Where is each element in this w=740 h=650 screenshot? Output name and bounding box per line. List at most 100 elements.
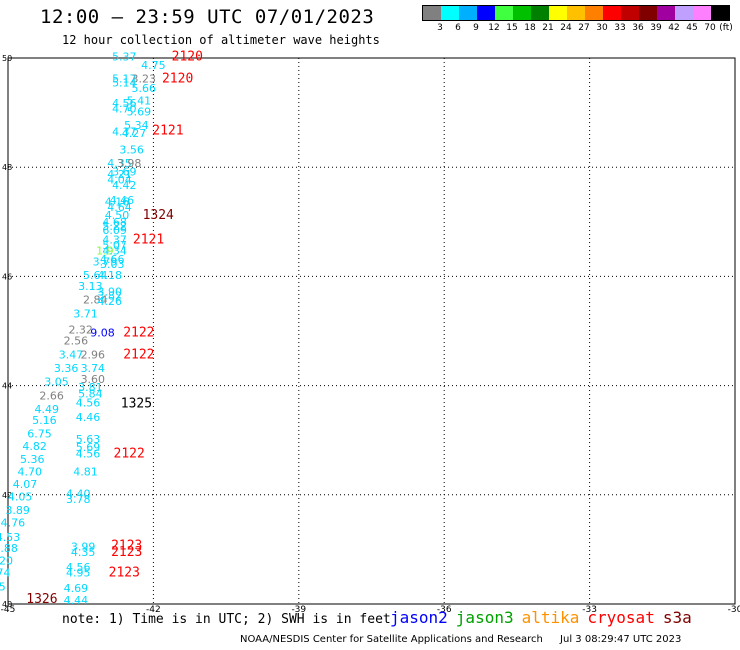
wave-height-value: 5.69	[76, 441, 101, 454]
wave-height-value: 5.64	[83, 269, 108, 282]
legend-tick-label: 39	[650, 23, 662, 33]
pass-number-label: 2122	[114, 447, 145, 462]
legend-tick-label: 12	[488, 23, 500, 33]
legend-tick-label: 27	[578, 23, 590, 33]
lon-tick-label: -33	[582, 605, 597, 615]
map-frame	[7, 57, 736, 605]
wave-height-value: 4.49	[35, 403, 60, 416]
wave-height-value: 4.16	[105, 195, 130, 208]
legend-swatch	[549, 6, 567, 20]
legend-tick-label: 15	[506, 23, 518, 33]
legend-tick-label: 42	[668, 23, 680, 33]
lon-tick-label: -45	[1, 605, 16, 615]
legend-units: (ft)	[719, 23, 733, 33]
wave-height-value: 4.40	[66, 488, 91, 501]
lon-tick-label: -42	[146, 605, 161, 615]
legend-tick-label: 24	[560, 23, 572, 33]
wave-height-value: 4.42	[112, 179, 137, 192]
wave-height-value: 9.08	[90, 326, 115, 339]
wave-height-value: 3.99	[71, 540, 96, 553]
wave-height-value: 2.84	[83, 294, 108, 307]
wave-height-value: 5.37	[112, 51, 137, 64]
pass-number-label: 2122	[123, 325, 154, 340]
legend-swatch	[459, 6, 477, 20]
pass-number-label: 2122	[123, 347, 154, 362]
wave-height-value: 4.43	[0, 593, 1, 606]
wave-height-value: 5.63	[76, 433, 101, 446]
legend-tick-label: 6	[455, 23, 461, 33]
wave-height-value: 4.35	[107, 157, 132, 170]
pass-number-label: 1324	[143, 208, 174, 223]
pass-number-label: 2120	[172, 50, 203, 65]
pass-number-label: 1325	[121, 396, 152, 411]
wave-height-value: 4.37	[112, 126, 137, 139]
wave-height-value: 3.90	[98, 286, 123, 299]
satellite-altika: altika	[521, 608, 580, 627]
map-title: 12:00 – 23:59 UTC 07/01/2023	[40, 6, 375, 28]
wave-height-value: 3.03	[100, 258, 125, 271]
wave-height-value: 5.16	[32, 414, 57, 427]
wave-height-value: 4.46	[76, 411, 101, 424]
legend-tick-label: 45	[686, 23, 698, 33]
wave-height-value: 5.41	[127, 94, 152, 107]
pass-number-label: 2121	[152, 123, 183, 138]
legend-swatch	[477, 6, 495, 20]
legend-swatch	[621, 6, 639, 20]
lat-tick-label: 48	[2, 163, 12, 172]
legend-swatch	[639, 6, 657, 20]
pass-number-label: 2123	[109, 566, 140, 581]
wave-height-value: 4.44	[64, 594, 89, 607]
wave-height-value: 5.34	[124, 119, 149, 132]
satellite-legend: jason2 jason3 altika cryosat s3a	[390, 608, 700, 627]
legend-tick-label: 18	[524, 23, 536, 33]
legend-swatch	[531, 6, 549, 20]
wave-height-value: 2.32	[68, 324, 93, 337]
wave-height-value: 3.13	[78, 280, 103, 293]
lon-tick-label: -36	[437, 605, 452, 615]
wave-height-value: 4.69	[64, 582, 89, 595]
wave-height-legend: 3 6 9 12 15 18 21 24 27 30 33 36 39 42 45 70 (ft)	[422, 5, 733, 35]
legend-tick-label: 21	[542, 23, 554, 33]
wave-height-value: 4.82	[22, 440, 47, 453]
lon-tick-label: -39	[291, 605, 306, 615]
wave-height-value: 4.05	[8, 490, 33, 503]
satellite-jason3: jason3	[455, 608, 514, 627]
map-subtitle: 12 hour collection of altimeter wave hei…	[62, 33, 380, 47]
wave-height-value: 4.76	[1, 516, 26, 529]
legend-swatch	[423, 6, 441, 20]
wave-height-value: 4.18	[98, 269, 123, 282]
legend-swatch	[693, 6, 711, 20]
wave-height-value: 4.35	[71, 546, 96, 559]
wave-height-value: 5.69	[127, 105, 152, 118]
wave-height-value: 3.56	[119, 144, 144, 157]
wave-height-value: 5.22	[102, 220, 127, 233]
lon-tick-label: -30	[728, 605, 740, 615]
wave-height-value: 3.89	[5, 504, 30, 517]
wave-height-value: 3.98	[117, 157, 142, 170]
wave-height-value: 4.66	[100, 253, 125, 266]
wave-height-value: 4.75	[141, 59, 166, 72]
wave-height-value: 3.60	[81, 373, 106, 386]
wave-height-value: 4.68	[102, 216, 127, 229]
legend-tick-label: 3	[437, 23, 443, 33]
legend-swatch	[711, 6, 729, 20]
wave-height-value: 3.78	[66, 493, 91, 506]
wave-height-value: 6.75	[27, 427, 52, 440]
wave-height-value: 3.82	[98, 289, 123, 302]
satellite-s3a: s3a	[662, 608, 692, 627]
legend-tick-label: 33	[614, 23, 626, 33]
legend-tick-label: 36	[632, 23, 644, 33]
wave-height-value: 3.69	[112, 165, 137, 178]
wave-height-value: 2.66	[39, 389, 64, 402]
wave-height-value: 5.17	[112, 73, 137, 86]
legend-swatch	[495, 6, 513, 20]
pass-number-label: 2120	[162, 72, 193, 87]
wave-height-value: 4.04	[107, 174, 132, 187]
wave-height-value: 4.26	[98, 295, 123, 308]
legend-swatch	[603, 6, 621, 20]
wave-height-value: 4.53	[0, 531, 20, 544]
wave-height-value: 4.64	[107, 201, 132, 214]
wave-height-value: 3.47	[59, 348, 84, 361]
lat-tick-label: 42	[2, 491, 12, 500]
wave-height-value: 4.81	[73, 466, 98, 479]
